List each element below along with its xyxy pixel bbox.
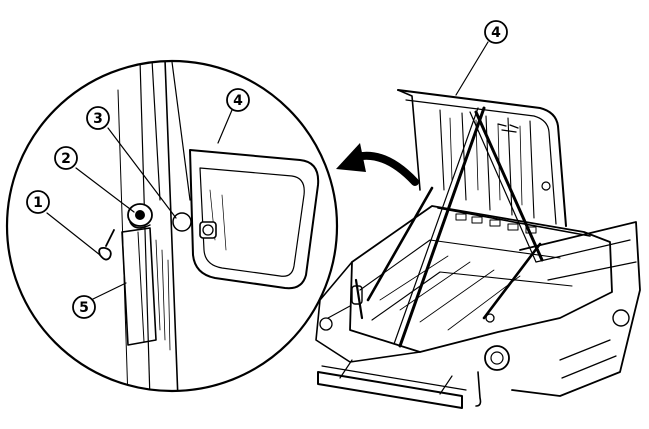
callout-4-main: 4 xyxy=(455,20,508,96)
callout-5: 5 xyxy=(72,295,96,319)
detail-contents xyxy=(98,61,320,391)
svg-text:4: 4 xyxy=(233,93,243,109)
strut-left xyxy=(398,106,486,348)
strut-body xyxy=(121,227,157,346)
tailgate-frame xyxy=(397,89,567,227)
stud xyxy=(199,221,217,239)
callout-2: 2 xyxy=(54,146,78,170)
socket xyxy=(127,203,153,229)
vehicle-rear-view xyxy=(315,89,641,409)
strut-right xyxy=(474,110,544,262)
ball-stud xyxy=(172,212,192,232)
rear-step xyxy=(317,371,463,409)
door-panel xyxy=(189,149,320,290)
callout-4-detail: 4 xyxy=(226,88,250,112)
retaining-pin xyxy=(98,229,115,261)
svg-text:2: 2 xyxy=(61,151,71,167)
fuel-cap xyxy=(484,345,510,371)
detail-view xyxy=(5,59,339,393)
callout-3: 3 xyxy=(86,106,110,130)
direction-arrow xyxy=(336,143,419,186)
svg-text:5: 5 xyxy=(79,300,89,316)
svg-text:4: 4 xyxy=(491,25,501,41)
callout-1: 1 xyxy=(26,190,50,214)
svg-text:1: 1 xyxy=(33,195,43,211)
svg-text:3: 3 xyxy=(93,111,103,127)
